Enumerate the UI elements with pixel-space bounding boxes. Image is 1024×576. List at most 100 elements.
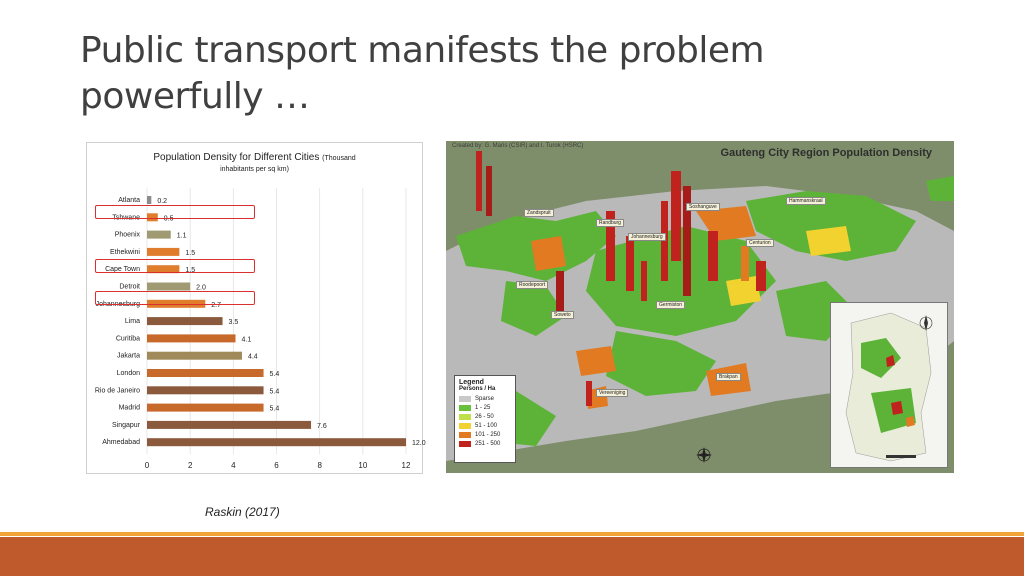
legend-item: 101 - 250 [459, 430, 511, 439]
bar-value-label: 3.5 [229, 319, 239, 326]
category-label: Detroit [119, 284, 140, 291]
chart-title-suffix: (Thousand [322, 155, 356, 162]
place-label: Zandspruit [524, 209, 554, 217]
chart-bars [147, 196, 406, 447]
highlight-box-tshwane [95, 205, 255, 219]
category-label: Rio de Janeiro [95, 387, 140, 394]
legend-item: 1 - 25 [459, 403, 511, 412]
bar-value-label: 0.2 [157, 198, 167, 205]
category-label: Jakarta [117, 353, 140, 360]
source-caption: Raskin (2017) [205, 505, 280, 519]
bar [147, 351, 242, 360]
bar [147, 230, 171, 239]
bar [147, 317, 223, 326]
slide-title: Public transport manifests the problem p… [80, 30, 765, 117]
x-tick-label: 12 [402, 461, 411, 470]
bar [147, 299, 206, 308]
legend-subtitle: Persons / Ha [459, 386, 496, 392]
place-label: Germiston [656, 301, 686, 309]
bar-value-label: 1.5 [185, 250, 195, 257]
place-label: Centurion [746, 239, 774, 247]
bar-value-label: 2.7 [211, 302, 221, 309]
bar [147, 420, 312, 429]
legend-label: 51 - 100 [475, 422, 498, 429]
bar [147, 282, 191, 291]
category-label: Cape Town [105, 266, 140, 273]
x-tick-label: 4 [231, 461, 236, 470]
category-label: Atlanta [118, 197, 140, 204]
place-label: Hammanskraal [786, 197, 826, 205]
category-label: Ahmedabad [102, 439, 140, 446]
legend-label: Sparse [475, 395, 495, 402]
inset-map [830, 302, 948, 468]
map-terrain [446, 141, 954, 473]
category-label: Madrid [119, 405, 141, 412]
bar-value-label: 1.1 [177, 233, 187, 240]
legend-item: 26 - 50 [459, 412, 511, 421]
inset-map-drawing [845, 312, 933, 462]
place-label: Soshanguve [686, 203, 720, 211]
legend-item: 51 - 100 [459, 421, 511, 430]
place-label: Johannesburg [628, 233, 666, 241]
legend-label: 26 - 50 [475, 413, 494, 420]
place-label: Brakpan [716, 373, 741, 381]
legend-label: 1 - 25 [475, 404, 491, 411]
bar [147, 438, 406, 447]
x-tick-label: 10 [358, 461, 367, 470]
legend-label: 251 - 500 [475, 440, 501, 447]
legend-title: Legend [459, 379, 484, 386]
legend-swatch [459, 395, 471, 402]
x-tick-label: 0 [145, 461, 150, 470]
bar-value-label: 2.0 [196, 285, 206, 292]
category-label: Tshwane [112, 214, 140, 221]
bar [147, 196, 152, 204]
legend-swatch [459, 404, 471, 411]
compass-icon [696, 447, 712, 463]
category-label: Phoenix [115, 232, 141, 239]
legend-swatch [459, 422, 471, 429]
category-label: Curitiba [116, 335, 140, 342]
map-legend: Legend Persons / Ha Sparse 1 - 25 26 - 50 5… [454, 375, 516, 463]
category-label: Singapur [112, 422, 141, 429]
bar-value-label: 4.4 [248, 354, 258, 361]
legend-swatch [459, 431, 471, 438]
category-label: Ethekwini [110, 249, 140, 256]
category-label: Lima [125, 318, 140, 325]
highlight-box-cape-town [95, 259, 255, 273]
x-tick-label: 2 [188, 461, 193, 470]
bar [147, 247, 180, 256]
x-tick-label: 6 [274, 461, 279, 470]
bar [147, 386, 264, 395]
category-label: London [117, 370, 140, 377]
bar-value-label: 7.6 [317, 423, 327, 430]
footer-accent-line [0, 532, 1024, 536]
legend-item: 251 - 500 [459, 439, 511, 448]
bar [147, 369, 264, 377]
scale-bar-icon [886, 455, 916, 458]
chart-title: Population Density for Different Cities … [86, 152, 423, 163]
chart-title-line2: inhabitants per sq km) [220, 166, 289, 173]
place-label: Soweto [551, 311, 574, 319]
bar [147, 334, 236, 343]
bar [147, 403, 264, 412]
legend-item: Sparse [459, 394, 511, 403]
highlight-box-johannesburg [95, 291, 255, 305]
place-label: Vereeniging [596, 389, 629, 397]
chart-title-main: Population Density for Different Cities [153, 152, 320, 163]
bar-value-label: 5.4 [270, 371, 280, 378]
legend-swatch [459, 440, 471, 447]
footer-band [0, 537, 1024, 576]
bar-value-label: 5.4 [270, 406, 280, 413]
bar-value-label: 5.4 [270, 388, 280, 395]
map-title: Gauteng City Region Population Density [720, 147, 932, 159]
x-tick-label: 8 [317, 461, 322, 470]
map-credit: Created by: G. Maris (CSIR) and I. Turok… [452, 143, 584, 149]
density-map: Created by: G. Maris (CSIR) and I. Turok… [446, 141, 954, 473]
legend-swatch [459, 413, 471, 420]
bar-value-label: 12.0 [412, 440, 426, 447]
place-label: Randburg [596, 219, 624, 227]
place-label: Roodepoort [516, 281, 549, 289]
bar [147, 213, 158, 222]
